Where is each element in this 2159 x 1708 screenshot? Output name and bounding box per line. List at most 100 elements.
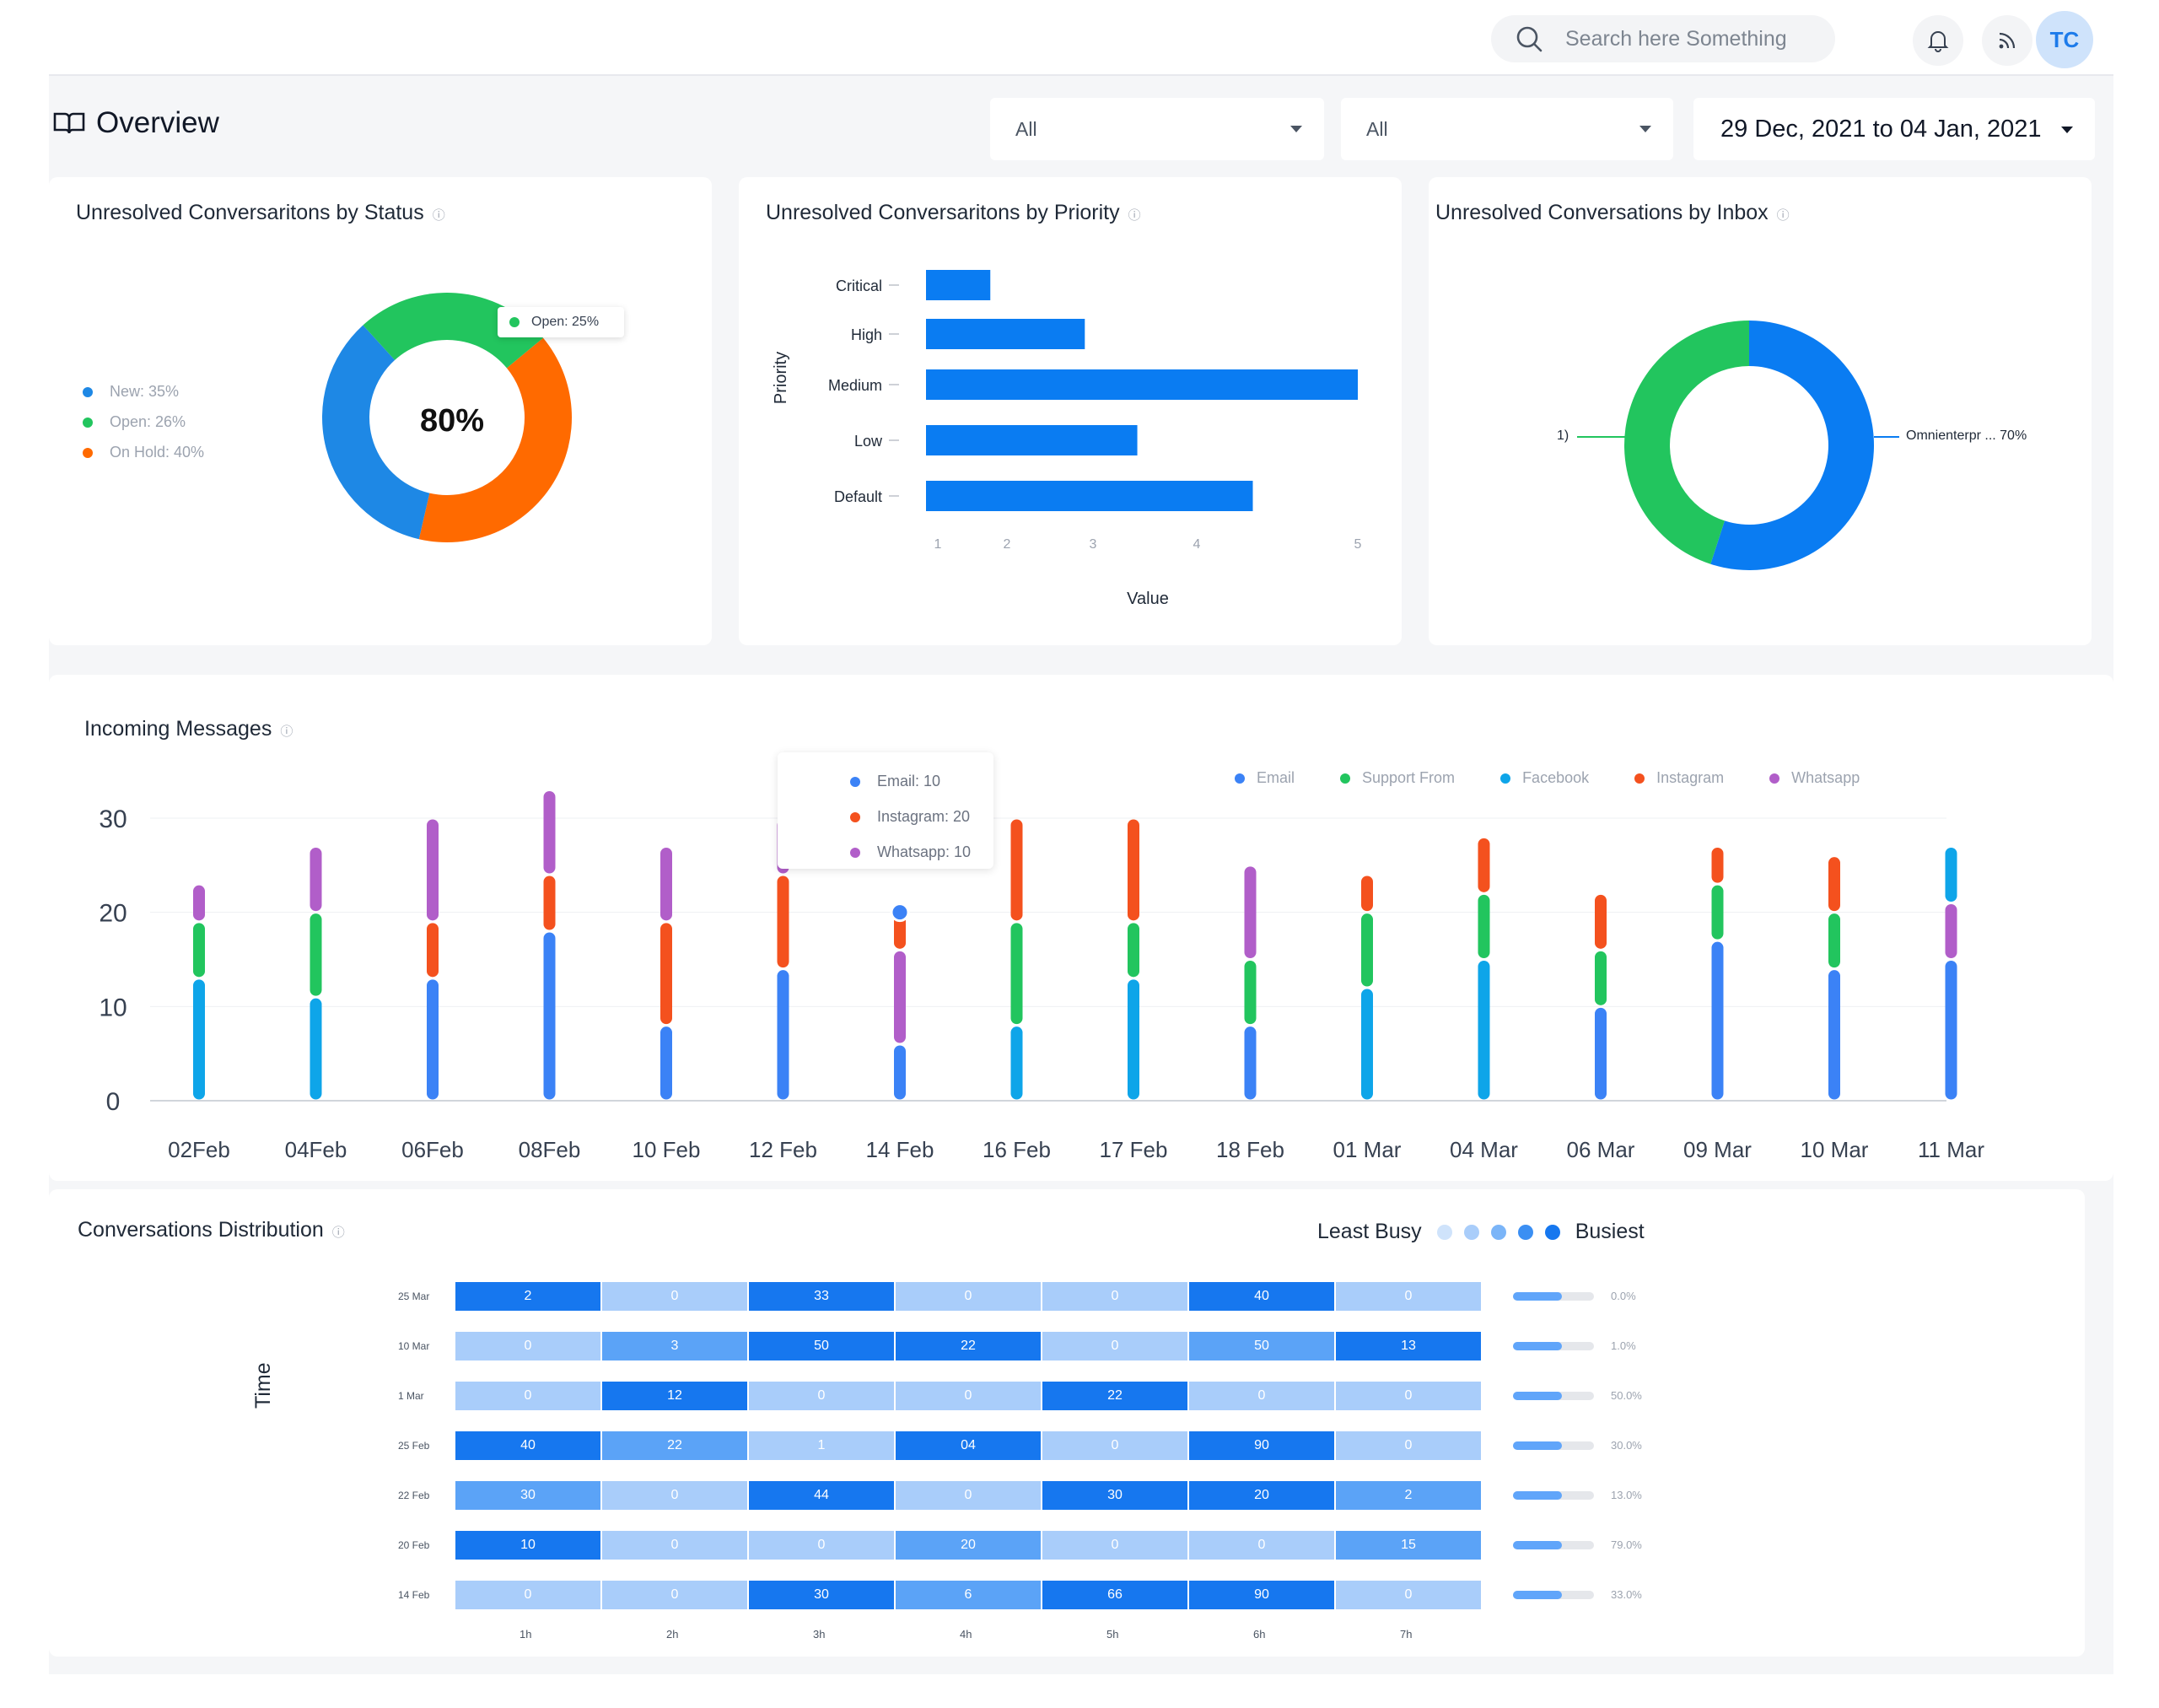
donut-slice-on-hold[interactable] [418, 337, 572, 542]
heatmap-cell[interactable]: 0 [1189, 1531, 1334, 1560]
heatmap-cell[interactable]: 0 [602, 1481, 747, 1510]
bar-high[interactable] [926, 319, 1085, 349]
bar-segment-instagram[interactable] [543, 876, 556, 930]
info-icon[interactable]: ⓘ [331, 1226, 345, 1240]
bar-medium[interactable] [926, 369, 1358, 400]
bar-segment-email[interactable] [1711, 941, 1724, 1100]
bar-segment-whatsapp[interactable] [427, 819, 439, 921]
heatmap-cell[interactable]: 0 [896, 1481, 1041, 1510]
bar-segment-email[interactable] [777, 970, 789, 1100]
info-icon[interactable]: ⓘ [1776, 208, 1790, 223]
bar-default[interactable] [926, 481, 1253, 511]
heatmap-cell[interactable]: 0 [602, 1581, 747, 1609]
heatmap-cell[interactable]: 2 [455, 1282, 600, 1311]
bar-critical[interactable] [926, 270, 991, 300]
bar-segment-email[interactable] [660, 1026, 672, 1100]
feed-button[interactable] [1982, 15, 2032, 66]
info-icon[interactable]: ⓘ [432, 208, 445, 223]
heatmap-cell[interactable]: 66 [1042, 1581, 1187, 1609]
legend-item-whatsapp[interactable]: Whatsapp [1769, 769, 1860, 787]
bar-segment-whatsapp[interactable] [660, 848, 672, 921]
heatmap-cell[interactable]: 0 [455, 1581, 600, 1609]
heatmap-cell[interactable]: 0 [896, 1382, 1041, 1410]
heatmap-cell[interactable]: 0 [749, 1531, 894, 1560]
bar-segment-facebook[interactable] [193, 979, 205, 1100]
legend-item-email[interactable]: Email [1235, 769, 1295, 787]
heatmap-cell[interactable]: 0 [455, 1382, 600, 1410]
heatmap-cell[interactable]: 10 [455, 1531, 600, 1560]
bar-segment-support-from[interactable] [1595, 951, 1607, 1005]
notifications-button[interactable] [1913, 15, 1963, 66]
bar-segment-support-from[interactable] [1361, 913, 1373, 987]
heatmap-cell[interactable]: 50 [749, 1332, 894, 1360]
heatmap-cell[interactable]: 22 [896, 1332, 1041, 1360]
bar-segment-email[interactable] [1828, 970, 1840, 1100]
heatmap-cell[interactable]: 0 [1042, 1282, 1187, 1311]
heatmap-cell[interactable]: 30 [749, 1581, 894, 1609]
bar-segment-email[interactable] [1244, 1026, 1257, 1100]
bar-segment-email[interactable] [427, 979, 439, 1100]
bar-segment-instagram[interactable] [894, 913, 906, 949]
bar-segment-email[interactable] [543, 932, 556, 1100]
heatmap-cell[interactable]: 40 [455, 1431, 600, 1460]
bar-segment-support-from[interactable] [1711, 885, 1724, 940]
heatmap-cell[interactable]: 12 [602, 1382, 747, 1410]
bar-segment-instagram[interactable] [1361, 876, 1373, 912]
info-icon[interactable]: ⓘ [280, 725, 293, 739]
bar-segment-instagram[interactable] [1478, 838, 1490, 892]
heatmap-cell[interactable]: 0 [896, 1282, 1041, 1311]
heatmap-cell[interactable]: 33 [749, 1282, 894, 1311]
bar-segment-facebook[interactable] [1478, 961, 1490, 1100]
bar-segment-instagram[interactable] [660, 923, 672, 1025]
bar-segment-whatsapp[interactable] [310, 848, 322, 912]
bar-segment-support-from[interactable] [1010, 923, 1023, 1025]
heatmap-cell[interactable]: 0 [1042, 1531, 1187, 1560]
bar-segment-whatsapp[interactable] [1244, 866, 1257, 958]
bar-segment-email[interactable] [894, 1045, 906, 1100]
bar-segment-whatsapp[interactable] [193, 885, 205, 921]
search-box[interactable] [1491, 15, 1835, 62]
bar-low[interactable] [926, 425, 1138, 455]
bar-segment-support-from[interactable] [193, 923, 205, 978]
filter-select-2[interactable]: All [1341, 98, 1673, 160]
bar-segment-facebook[interactable] [1361, 989, 1373, 1100]
bar-segment-instagram[interactable] [1595, 894, 1607, 949]
donut-slice-omnienterpr-70-[interactable] [1710, 321, 1874, 570]
heatmap-cell[interactable]: 0 [1042, 1332, 1187, 1360]
legend-item-support[interactable]: Support From [1340, 769, 1455, 787]
heatmap-cell[interactable]: 22 [602, 1431, 747, 1460]
avatar[interactable]: TC [2036, 11, 2093, 68]
heatmap-cell[interactable]: 04 [896, 1431, 1041, 1460]
date-range-picker[interactable]: 29 Dec, 2021 to 04 Jan, 2021 [1693, 98, 2095, 160]
info-icon[interactable]: ⓘ [1128, 208, 1141, 223]
bar-segment-email[interactable] [1595, 1007, 1607, 1100]
heatmap-cell[interactable]: 30 [1042, 1481, 1187, 1510]
donut-slice-new[interactable] [322, 325, 430, 540]
legend-item-instagram[interactable]: Instagram [1634, 769, 1724, 787]
bar-segment-instagram[interactable] [1828, 857, 1840, 912]
heatmap-cell[interactable]: 0 [1042, 1431, 1187, 1460]
heatmap-cell[interactable]: 2 [1336, 1481, 1481, 1510]
bar-segment-facebook[interactable] [1128, 979, 1139, 1100]
heatmap-cell[interactable]: 40 [1189, 1282, 1334, 1311]
heatmap-cell[interactable]: 0 [1336, 1581, 1481, 1609]
heatmap-cell[interactable]: 22 [1042, 1382, 1187, 1410]
heatmap-cell[interactable]: 0 [602, 1282, 747, 1311]
bar-segment-support-from[interactable] [1828, 913, 1840, 968]
heatmap-cell[interactable]: 90 [1189, 1431, 1334, 1460]
bar-segment-instagram[interactable] [777, 876, 789, 968]
bar-segment-facebook[interactable] [1945, 848, 1957, 902]
bar-segment-facebook[interactable] [1010, 1026, 1023, 1100]
heatmap-cell[interactable]: 0 [1336, 1282, 1481, 1311]
bar-segment-support-from[interactable] [1244, 961, 1257, 1025]
heatmap-cell[interactable]: 20 [1189, 1481, 1334, 1510]
heatmap-cell[interactable]: 0 [455, 1332, 600, 1360]
bar-segment-whatsapp[interactable] [1945, 904, 1957, 958]
heatmap-cell[interactable]: 1 [749, 1431, 894, 1460]
heatmap-cell[interactable]: 13 [1336, 1332, 1481, 1360]
donut-slice-1-[interactable] [1624, 321, 1749, 564]
heatmap-cell[interactable]: 15 [1336, 1531, 1481, 1560]
filter-select-1[interactable]: All [990, 98, 1324, 160]
heatmap-cell[interactable]: 0 [749, 1382, 894, 1410]
bar-segment-instagram[interactable] [1010, 819, 1023, 921]
